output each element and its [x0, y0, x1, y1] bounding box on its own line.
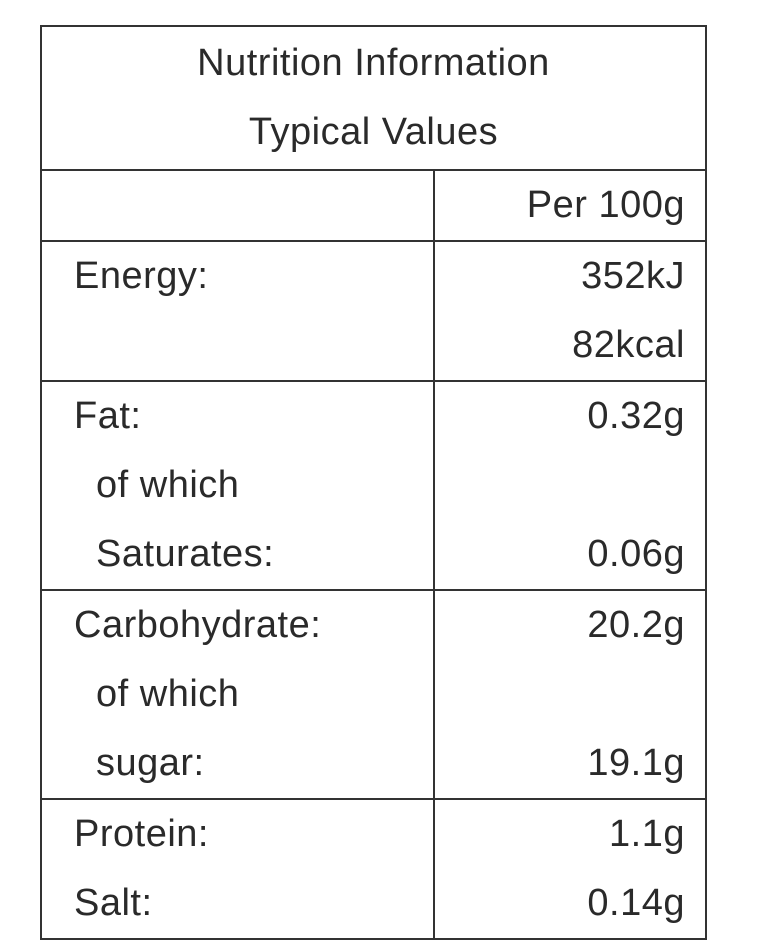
nutrient-label: Energy: [74, 255, 209, 297]
nutrient-label: Salt: [74, 882, 153, 924]
section-row: Energy: 352kJ 82kcal [42, 242, 705, 382]
nutrient-value: 1.1g [609, 813, 685, 855]
sub-value: 0.06g [587, 533, 685, 575]
sub-label: of which [96, 673, 240, 715]
label-cell: Carbohydrate: of which sugar: [42, 591, 435, 798]
title-line: Nutrition Information [197, 42, 550, 84]
nutrient-label: Fat: [74, 395, 142, 437]
header-label-cell [42, 171, 435, 240]
column-header: Per 100g [526, 184, 685, 226]
header-value-cell: Per 100g [435, 171, 705, 240]
spacer [435, 660, 685, 729]
sub-label: Saturates: [96, 533, 275, 575]
nutrient-value: 0.32g [587, 395, 685, 437]
nutrient-label: Protein: [74, 813, 209, 855]
section-row: Carbohydrate: of which sugar: 20.2g 19.1g [42, 591, 705, 800]
nutrient-value: 0.14g [587, 882, 685, 924]
value-cell: 352kJ 82kcal [435, 242, 705, 380]
section-row: Fat: of which Saturates: 0.32g 0.06g [42, 382, 705, 591]
title-line: Typical Values [248, 111, 499, 153]
title-block: Nutrition Information Typical Values [42, 27, 705, 171]
nutrient-label: Carbohydrate: [74, 604, 322, 646]
nutrient-value: 82kcal [572, 324, 685, 366]
sub-label: sugar: [96, 742, 205, 784]
value-cell: 1.1g 0.14g [435, 800, 705, 938]
label-cell: Protein: Salt: [42, 800, 435, 938]
spacer [435, 451, 685, 520]
nutrition-table: Nutrition Information Typical Values Per … [40, 25, 707, 940]
value-cell: 0.32g 0.06g [435, 382, 705, 589]
sub-label: of which [96, 464, 240, 506]
nutrient-value: 352kJ [581, 255, 685, 297]
spacer [74, 311, 433, 380]
header-row: Per 100g [42, 171, 705, 242]
label-cell: Fat: of which Saturates: [42, 382, 435, 589]
section-row: Protein: Salt: 1.1g 0.14g [42, 800, 705, 938]
value-cell: 20.2g 19.1g [435, 591, 705, 798]
label-cell: Energy: [42, 242, 435, 380]
nutrient-value: 20.2g [587, 604, 685, 646]
sub-value: 19.1g [587, 742, 685, 784]
